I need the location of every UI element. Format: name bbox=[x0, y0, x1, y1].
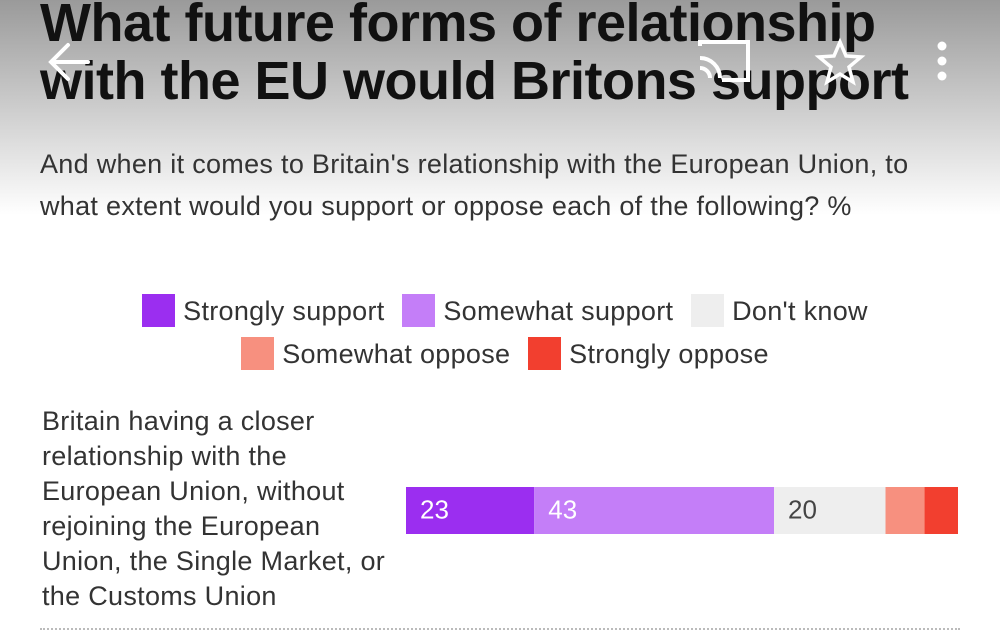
value-label: 23 bbox=[420, 494, 449, 524]
legend-swatch bbox=[241, 337, 275, 370]
menu-button[interactable] bbox=[937, 41, 947, 81]
legend-swatch bbox=[528, 337, 562, 370]
legend-label: Strongly support bbox=[183, 296, 385, 326]
legend-item: Strongly support bbox=[132, 294, 385, 327]
legend-item: Somewhat support bbox=[392, 294, 674, 327]
bar-segment bbox=[406, 487, 535, 534]
value-label: 20 bbox=[788, 494, 817, 524]
legend-item: Somewhat oppose bbox=[231, 337, 511, 370]
bookmark-button[interactable] bbox=[814, 37, 866, 86]
legend-swatch bbox=[142, 294, 176, 327]
bar-segment bbox=[774, 487, 886, 534]
header-shade bbox=[0, 0, 1000, 215]
back-button[interactable] bbox=[48, 43, 90, 81]
toolbar bbox=[48, 37, 947, 86]
value-label: 43 bbox=[548, 494, 577, 524]
chart-subtitle: And when it comes to Britain's relations… bbox=[40, 149, 909, 221]
bar-segment bbox=[885, 487, 925, 534]
bar-segment bbox=[534, 487, 774, 534]
legend-label: Somewhat support bbox=[443, 296, 674, 326]
legend-item: Strongly oppose bbox=[518, 337, 769, 370]
legend-item: Don't know bbox=[681, 294, 868, 327]
legend: Strongly support Somewhat support Don't … bbox=[125, 290, 875, 376]
row-divider bbox=[40, 628, 960, 630]
category-label: Britain having a closer relationship wit… bbox=[42, 406, 386, 611]
legend-label: Strongly oppose bbox=[569, 339, 769, 369]
legend-label: Somewhat oppose bbox=[282, 339, 511, 369]
bar-segment bbox=[924, 487, 958, 534]
legend-swatch bbox=[691, 294, 725, 327]
cast-button[interactable] bbox=[698, 40, 750, 82]
legend-label: Don't know bbox=[732, 296, 868, 326]
legend-swatch bbox=[402, 294, 436, 327]
chart-title: What future forms of relationship with t… bbox=[40, 0, 909, 111]
